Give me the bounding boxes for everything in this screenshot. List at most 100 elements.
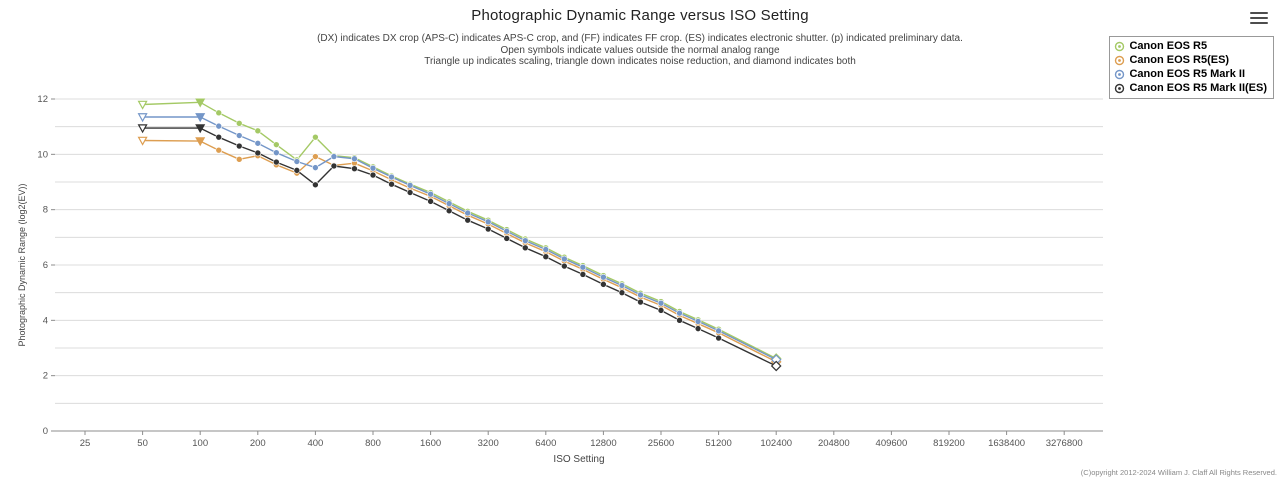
data-marker-canon-eos-r5-mark-ii-es [542,253,550,261]
data-marker-canon-eos-r5-mark-ii-es [637,298,644,306]
x-tick-label: 409600 [876,438,908,449]
data-marker-canon-eos-r5-mark-ii-es [427,198,434,205]
data-marker-canon-eos-r5-mark-ii [657,299,665,307]
data-marker-canon-eos-r5-mark-ii-es [351,165,358,173]
data-marker-canon-eos-r5 [254,127,262,135]
legend-marker-icon [1115,69,1125,80]
data-marker-canon-eos-r5-mark-ii-es [484,225,492,233]
y-tick-label: 12 [37,94,48,105]
x-tick-label: 1638400 [988,438,1025,449]
data-marker-canon-eos-r5-mark-ii-es [235,142,243,150]
data-marker-canon-eos-r5-mark-ii [215,122,223,130]
data-marker-canon-eos-r5-mark-ii [312,164,319,171]
hamburger-bar [1250,16,1268,19]
data-marker-canon-eos-r5 [137,100,148,110]
x-tick-label: 3200 [478,438,499,449]
hamburger-menu-icon[interactable] [1250,9,1268,27]
chart-subtitle-line-2: Open symbols indicate values outside the… [500,44,780,56]
y-axis-title: Photographic Dynamic Range (log2(EV)) [17,183,27,346]
data-marker-canon-eos-r5-mark-ii [464,209,471,217]
data-marker-canon-eos-r5-mark-ii [445,200,453,207]
data-marker-canon-eos-r5-mark-ii [637,291,644,299]
series-line-canon-eos-r5-es [142,139,777,363]
x-tick-label: 400 [307,438,323,449]
data-marker-canon-eos-r5-mark-ii-es [561,262,568,270]
data-marker-canon-eos-r5-mark-ii-es [215,133,223,141]
x-tick-label: 6400 [535,438,556,449]
x-tick-label: 102400 [760,438,792,449]
chart-legend: Canon EOS R5 Canon EOS R5(ES) Canon EOS R5… [1109,36,1274,99]
data-marker-canon-eos-r5-mark-ii-es [254,149,262,157]
x-tick-label: 3276800 [1046,438,1083,449]
data-marker-canon-eos-r5-mark-ii [618,282,626,289]
data-marker-canon-eos-r5-mark-ii [579,263,587,271]
data-marker-canon-eos-r5-mark-ii [406,182,414,189]
legend-marker-icon [1115,55,1125,66]
data-marker-canon-eos-r5-mark-ii [388,173,395,181]
data-marker-canon-eos-r5-mark-ii-es [694,325,702,332]
x-tick-label: 25 [80,438,91,449]
legend-label: Canon EOS R5(ES) [1129,54,1230,66]
data-marker-canon-eos-r5-mark-ii-es [676,317,683,324]
chart-subtitle-line-3: Triangle up indicates scaling, triangle … [424,56,856,67]
x-tick-label: 51200 [705,438,731,449]
series-line-canon-eos-r5-mark-ii [142,116,777,361]
y-tick-label: 8 [43,205,48,216]
data-marker-canon-eos-r5-mark-ii [254,139,262,147]
data-marker-canon-eos-r5-mark-ii [521,237,529,244]
x-tick-label: 25600 [648,438,674,449]
data-marker-canon-eos-r5-mark-ii [694,318,702,325]
data-marker-canon-eos-r5-mark-ii-es [195,124,206,134]
data-marker-canon-eos-r5-mark-ii-es [273,158,280,166]
data-marker-canon-eos-r5-es [312,153,319,160]
y-tick-label: 6 [43,260,48,271]
data-marker-canon-eos-r5-mark-ii-es [770,360,782,372]
data-marker-canon-eos-r5-es [235,156,243,163]
data-marker-canon-eos-r5-mark-ii [330,153,338,160]
data-marker-canon-eos-r5-mark-ii-es [464,216,471,224]
x-tick-label: 100 [192,438,208,449]
data-marker-canon-eos-r5-mark-ii-es [445,207,453,215]
data-marker-canon-eos-r5-mark-ii-es [715,334,722,342]
data-marker-canon-eos-r5-mark-ii-es [600,281,607,288]
data-marker-canon-eos-r5-mark-ii [676,309,683,317]
data-marker-canon-eos-r5-mark-ii-es [312,181,319,189]
legend-item-canon-eos-r5-mark-ii-es: Canon EOS R5 Mark II(ES) [1114,82,1267,95]
x-tick-label: 12800 [590,438,616,449]
data-marker-canon-eos-r5-mark-ii-es [618,289,626,296]
data-marker-canon-eos-r5-mark-ii-es [388,180,395,188]
y-tick-label: 10 [37,149,48,160]
series-line-canon-eos-r5-mark-ii-es [142,127,777,367]
x-tick-label: 204800 [818,438,850,449]
legend-marker-icon [1115,83,1125,94]
x-tick-label: 1600 [420,438,441,449]
data-marker-canon-eos-r5-mark-ii-es [657,307,665,314]
data-marker-canon-eos-r5-mark-ii [235,132,243,139]
legend-item-canon-eos-r5-mark-ii: Canon EOS R5 Mark II [1114,68,1267,81]
legend-marker-icon [1115,41,1125,52]
legend-item-canon-eos-r5: Canon EOS R5 [1114,40,1267,53]
data-marker-canon-eos-r5 [235,120,243,127]
data-marker-canon-eos-r5-mark-ii-es [579,271,587,278]
data-marker-canon-eos-r5-mark-ii [195,113,206,123]
data-marker-canon-eos-r5-mark-ii [137,113,148,123]
legend-label: Canon EOS R5 [1129,40,1208,52]
legend-label: Canon EOS R5 Mark II(ES) [1129,82,1267,94]
data-marker-canon-eos-r5-es [137,136,148,146]
data-marker-canon-eos-r5-mark-ii [427,190,434,198]
data-marker-canon-eos-r5-es [195,137,206,147]
chart-subtitle-line-1: (DX) indicates DX crop (APS-C) indicates… [317,33,963,44]
x-tick-label: 819200 [933,438,965,449]
x-axis-title: ISO Setting [553,454,604,465]
x-tick-label: 50 [137,438,148,449]
data-marker-canon-eos-r5-mark-ii-es [406,189,414,196]
legend-item-canon-eos-r5-es: Canon EOS R5(ES) [1114,54,1267,67]
legend-label: Canon EOS R5 Mark II [1129,68,1245,80]
y-tick-label: 2 [43,371,48,382]
data-marker-canon-eos-r5-es [215,146,223,154]
data-marker-canon-eos-r5-mark-ii [715,327,722,335]
data-marker-canon-eos-r5-mark-ii-es [330,162,338,170]
data-marker-canon-eos-r5-mark-ii-es [293,167,301,174]
y-tick-label: 0 [43,426,48,437]
